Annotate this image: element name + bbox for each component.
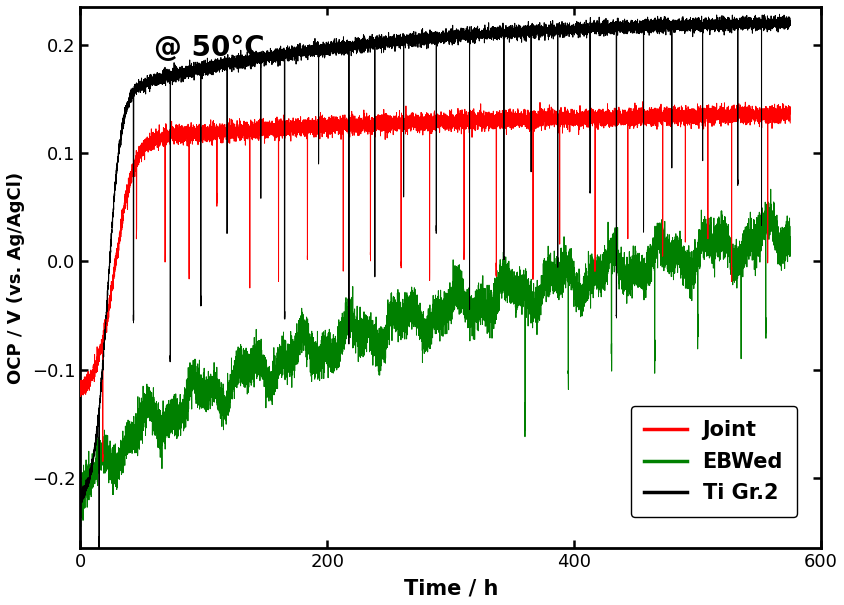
Legend: Joint, EBWed, Ti Gr.2: Joint, EBWed, Ti Gr.2 <box>630 407 796 517</box>
Text: @ 50°C: @ 50°C <box>154 34 265 62</box>
Y-axis label: OCP / V (vs. Ag/AgCl): OCP / V (vs. Ag/AgCl) <box>7 172 25 384</box>
X-axis label: Time / h: Time / h <box>403 578 497 598</box>
